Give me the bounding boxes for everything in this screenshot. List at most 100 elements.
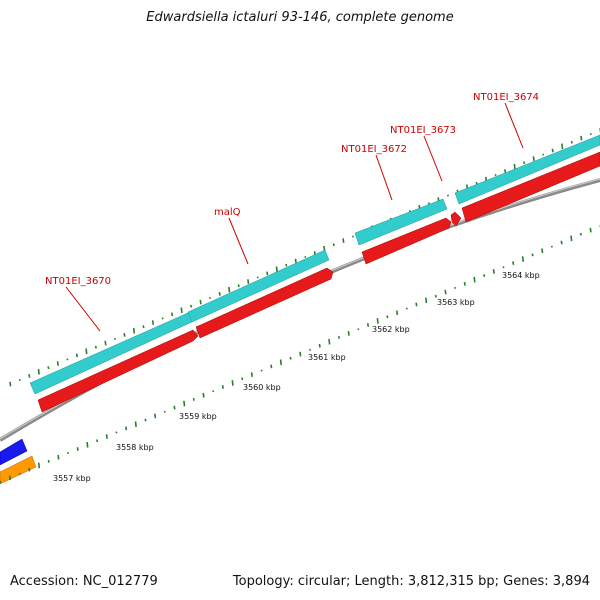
gc-tick [247, 279, 250, 284]
accession-text: Accession: NC_012779 [10, 574, 158, 589]
gc-tick [532, 156, 535, 162]
gc-tick [570, 140, 573, 144]
gc-tick [444, 289, 447, 295]
gc-tick [502, 266, 505, 269]
label-leader [423, 135, 443, 182]
gc-tick [171, 312, 174, 317]
orange-feature[interactable] [0, 455, 37, 485]
gc-tick [513, 164, 516, 170]
gene-feature[interactable] [37, 329, 199, 413]
gc-tick [37, 462, 41, 469]
gc-tick [531, 253, 534, 257]
genome-backbone-highlight [0, 178, 600, 440]
label-leader [228, 217, 249, 265]
gc-ticks-upper [9, 128, 600, 387]
gene-label-malq: malQ [214, 207, 241, 218]
gc-tick [241, 377, 244, 381]
cds-feature[interactable] [29, 311, 195, 395]
gc-tick [550, 245, 553, 248]
gc-tick [190, 304, 193, 308]
gc-tick [434, 294, 437, 298]
gc-tick [256, 276, 259, 279]
gc-tick [473, 276, 476, 283]
cds-track [29, 134, 600, 395]
gc-tick [275, 266, 278, 273]
gc-tick [47, 366, 50, 370]
gc-tick [318, 343, 321, 348]
gc-tick [66, 452, 70, 455]
gc-tick [405, 307, 408, 310]
gene-label-nt01ei-3673: NT01EI_3673 [390, 125, 456, 136]
gene-feature[interactable] [461, 151, 600, 223]
genome-summary-text: Topology: circular; Length: 3,812,315 bp… [232, 574, 590, 589]
gc-tick [357, 328, 360, 331]
gc-tick [28, 467, 31, 472]
gc-tick [202, 392, 205, 398]
cds-feature[interactable] [354, 198, 448, 246]
label-leader [375, 154, 393, 201]
gc-tick [313, 251, 316, 255]
cds-feature[interactable] [187, 249, 330, 323]
gene-feature[interactable] [361, 217, 452, 265]
gc-tick [308, 348, 312, 351]
gc-tick [376, 318, 379, 324]
gc-tick [415, 302, 418, 307]
scale-label: 3564 kbp [502, 271, 540, 280]
gc-tick [560, 240, 563, 245]
gc-tick [154, 413, 157, 419]
gc-tick [504, 169, 507, 173]
gc-tick [212, 390, 215, 393]
gc-tick [463, 281, 466, 286]
gc-tick [589, 227, 592, 233]
gene-feature[interactable] [450, 211, 462, 227]
gc-tick [180, 307, 183, 314]
gc-tick [183, 400, 186, 407]
gc-tick [237, 284, 240, 288]
gc-tick [386, 315, 389, 319]
gc-tick [266, 271, 269, 276]
gc-tick [523, 161, 526, 165]
gc-tick [342, 238, 345, 244]
gc-tick [96, 439, 99, 443]
gc-tick [492, 269, 495, 274]
gc-tick [328, 338, 331, 345]
gc-tick [105, 434, 108, 439]
gene-feature[interactable] [195, 267, 334, 339]
gc-tick [337, 336, 341, 339]
gc-tick [228, 286, 231, 293]
gc-tick [279, 359, 282, 366]
gc-tick [454, 286, 457, 289]
scale-label: 3558 kbp [116, 443, 154, 452]
gc-tick [94, 345, 97, 349]
gc-tick [0, 480, 2, 484]
gc-tick [294, 258, 297, 264]
gc-tick [285, 263, 288, 267]
gc-ticks-lower [0, 225, 600, 484]
blue-feature[interactable] [0, 438, 28, 466]
gc-tick [541, 248, 544, 254]
gc-tick [425, 297, 428, 304]
gc-tick [221, 385, 224, 389]
gc-tick [144, 418, 147, 422]
gc-tick [351, 235, 354, 238]
cds-feature[interactable] [454, 134, 600, 205]
gc-tick [125, 426, 128, 431]
genome-backbone [0, 178, 600, 442]
gc-tick [570, 235, 573, 242]
gene-label-nt01ei-3674: NT01EI_3674 [473, 92, 539, 103]
gc-tick [86, 442, 89, 448]
gc-tick [173, 405, 176, 410]
label-leader [65, 286, 101, 332]
gc-tick [104, 340, 107, 346]
gc-tick [347, 330, 350, 336]
gc-tick [209, 296, 212, 299]
gc-tick [66, 358, 69, 361]
gene-label-nt01ei-3670: NT01EI_3670 [45, 276, 111, 287]
gc-tick [18, 378, 21, 381]
gc-tick [57, 454, 60, 460]
gc-tick [9, 381, 12, 387]
gc-tick [446, 194, 450, 197]
gc-tick [289, 356, 292, 360]
gc-tick [28, 373, 31, 378]
